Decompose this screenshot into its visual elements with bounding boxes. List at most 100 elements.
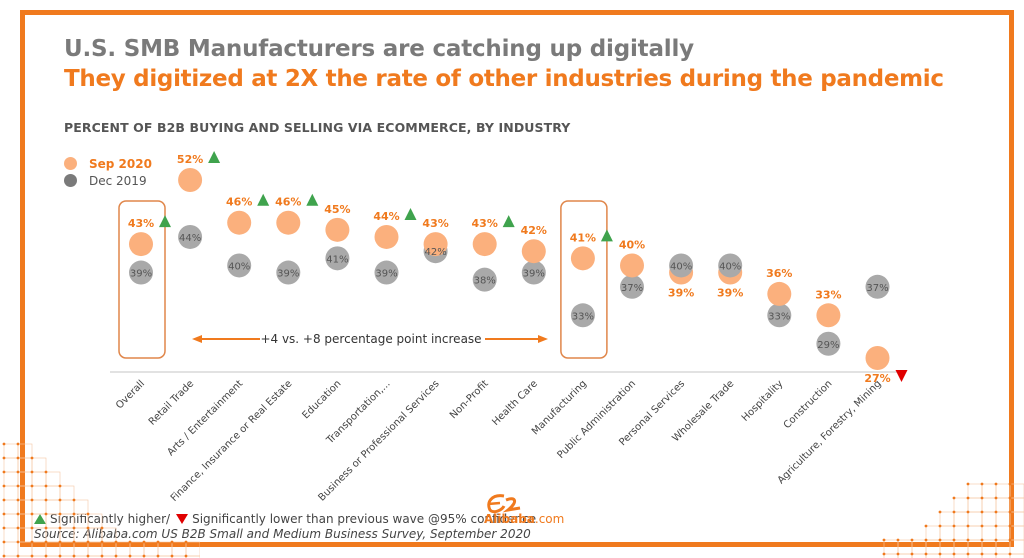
grid-dot bbox=[2, 456, 6, 460]
grid-dot bbox=[952, 524, 956, 528]
grid-cell bbox=[995, 525, 1011, 541]
grid-cell bbox=[45, 541, 61, 557]
grid-dot bbox=[980, 482, 984, 486]
grid-cell bbox=[981, 525, 997, 541]
sep2020-point bbox=[227, 210, 252, 235]
page-subtitle: They digitized at 2X the rate of other i… bbox=[64, 66, 944, 92]
grid-cell bbox=[17, 457, 33, 473]
grid-cell bbox=[953, 539, 969, 555]
grid-cell bbox=[171, 541, 187, 557]
grid-cell bbox=[31, 471, 47, 487]
grid-dot bbox=[16, 540, 20, 544]
sep2020-data-label: 45% bbox=[324, 203, 350, 216]
grid-dot bbox=[1008, 524, 1012, 528]
grid-cell bbox=[967, 553, 983, 558]
grid-dot bbox=[16, 554, 20, 558]
sep2020-data-label: 42% bbox=[521, 224, 547, 237]
grid-cell bbox=[59, 485, 75, 501]
grid-dot bbox=[184, 554, 188, 558]
grid-dot bbox=[156, 540, 160, 544]
highlight-box bbox=[560, 200, 608, 359]
grid-cell bbox=[31, 513, 47, 529]
grid-cell bbox=[17, 527, 33, 543]
grid-cell bbox=[3, 485, 19, 501]
grid-dot bbox=[882, 552, 886, 556]
sep2020-data-label: 41% bbox=[570, 231, 596, 244]
grid-dot bbox=[2, 442, 6, 446]
grid-dot bbox=[994, 552, 998, 556]
grid-dot bbox=[72, 512, 76, 516]
highlight-box bbox=[118, 200, 166, 359]
annotation-text: +4 vs. +8 percentage point increase bbox=[260, 332, 481, 346]
chart-heading: PERCENT OF B2B BUYING AND SELLING VIA EC… bbox=[64, 120, 571, 135]
significantly-higher-icon bbox=[404, 207, 417, 220]
dec2019-data-label: 42% bbox=[424, 247, 446, 258]
annotation-arrows bbox=[192, 335, 548, 343]
grid-dot bbox=[980, 524, 984, 528]
grid-cell bbox=[939, 553, 955, 558]
footnote: Significantly higher/ Significantly lowe… bbox=[34, 512, 536, 526]
dec2019-point bbox=[521, 260, 546, 285]
dec2019-data-label: 37% bbox=[866, 283, 888, 294]
grid-cell bbox=[981, 553, 997, 558]
decorative-grid-bottom-left bbox=[2, 442, 200, 558]
grid-cell bbox=[883, 539, 899, 555]
grid-dot bbox=[896, 552, 900, 556]
grid-dot bbox=[72, 540, 76, 544]
grid-cell bbox=[995, 539, 1011, 555]
grid-cell bbox=[995, 511, 1011, 527]
grid-cell bbox=[31, 485, 47, 501]
grid-cell bbox=[157, 541, 173, 557]
dec2019-data-label: 38% bbox=[474, 276, 496, 287]
dec2019-point bbox=[129, 260, 153, 285]
dec2019-point bbox=[374, 260, 399, 285]
dec2019-point bbox=[227, 253, 252, 278]
sep2020-point bbox=[178, 168, 203, 192]
grid-cell bbox=[925, 539, 941, 555]
grid-dot bbox=[16, 470, 20, 474]
left-arrow-icon bbox=[192, 335, 202, 343]
grid-dot bbox=[30, 526, 34, 530]
grid-cell bbox=[3, 457, 19, 473]
grid-dot bbox=[924, 538, 928, 542]
grid-dot bbox=[994, 524, 998, 528]
grid-cell bbox=[17, 485, 33, 501]
grid-dot bbox=[44, 484, 48, 488]
dec2019-data-label: 39% bbox=[523, 269, 545, 280]
significantly-higher-icon bbox=[600, 229, 613, 242]
dec2019-data-label: 39% bbox=[130, 269, 152, 280]
sep2020-data-label: 27% bbox=[864, 372, 890, 385]
grid-cell bbox=[143, 541, 159, 557]
grid-dot bbox=[952, 552, 956, 556]
grid-cell bbox=[31, 541, 47, 557]
grid-cell bbox=[87, 555, 103, 558]
grid-dot bbox=[170, 554, 174, 558]
grid-dot bbox=[58, 498, 62, 502]
grid-cell bbox=[1009, 553, 1024, 558]
grid-dot bbox=[994, 496, 998, 500]
grid-dot bbox=[58, 484, 62, 488]
grid-cell bbox=[73, 513, 89, 529]
grid-dot bbox=[86, 526, 90, 530]
grid-dot bbox=[1008, 510, 1012, 514]
grid-dot bbox=[910, 552, 914, 556]
grid-dot bbox=[952, 538, 956, 542]
grid-dot bbox=[170, 540, 174, 544]
grid-cell bbox=[45, 513, 61, 529]
dec2019-data-label: 40% bbox=[228, 261, 250, 272]
grid-cell bbox=[953, 511, 969, 527]
grid-cell bbox=[1009, 511, 1024, 527]
sep2020-marker-icon bbox=[64, 157, 77, 170]
x-tick-label: Health Care bbox=[490, 378, 540, 428]
dec2019-point bbox=[718, 253, 743, 278]
grid-dot bbox=[86, 540, 90, 544]
significantly-higher-icon bbox=[257, 193, 270, 206]
grid-dot bbox=[2, 484, 6, 488]
grid-cell bbox=[981, 497, 997, 513]
grid-dot bbox=[16, 442, 20, 446]
grid-dot bbox=[128, 554, 132, 558]
grid-cell bbox=[17, 471, 33, 487]
grid-dot bbox=[30, 540, 34, 544]
sep2020-point bbox=[472, 232, 497, 257]
sep2020-point bbox=[521, 239, 546, 264]
